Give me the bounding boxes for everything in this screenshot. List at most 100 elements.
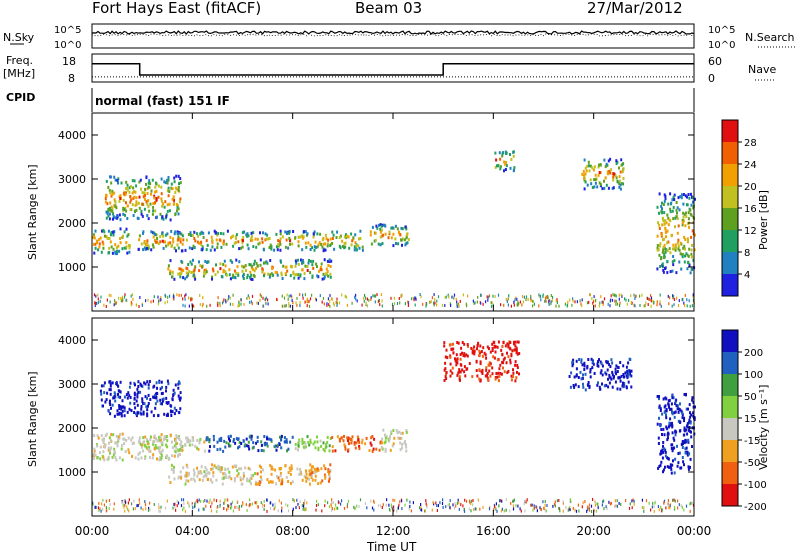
radar-cell [657,442,660,445]
radar-cell [688,299,690,303]
radar-cell [525,295,528,299]
radar-cell [650,296,653,300]
radar-cell [240,298,242,302]
radar-cell [144,382,147,386]
radar-cell [239,478,242,482]
radar-cell [269,464,272,467]
radar-cell [653,509,655,513]
radar-cell [115,441,118,445]
radar-cell [684,293,686,297]
radar-cell [658,227,661,230]
radar-cell [160,185,163,189]
radar-cell [419,293,421,296]
radar-cell [512,154,515,158]
radar-cell [671,396,674,400]
xtick-label: 00:00 [677,524,712,538]
radar-cell [266,261,269,265]
radar-cell [682,202,685,206]
radar-cell [405,431,408,434]
radar-cell [326,302,328,306]
radar-cell [220,467,223,471]
radar-cell [683,301,685,305]
radar-cell [142,248,145,252]
radar-cell [240,467,243,471]
radar-cell [358,444,361,448]
radar-cell [577,376,580,379]
radar-cell [588,169,591,173]
radar-cell [208,449,211,453]
radar-cell [111,403,114,407]
radar-cell [200,499,202,503]
radar-cell [566,303,569,307]
radar-cell [175,187,178,191]
radar-cell [134,456,137,460]
radar-cell [316,467,319,471]
radar-cell [407,300,409,304]
radar-cell [250,474,253,478]
radar-cell [233,479,236,483]
radar-cell [653,505,655,509]
radar-cell [132,297,134,301]
radar-cell [188,304,190,308]
radar-cell [116,252,119,256]
radar-cell [478,377,481,381]
radar-cell [605,505,607,509]
radar-cell [628,357,631,361]
radar-cell [459,357,462,361]
radar-cell [662,470,664,474]
radar-cell [127,448,130,452]
radar-cell [332,301,335,305]
radar-cell [327,264,330,267]
radar-cell [659,424,662,428]
radar-cell [494,151,497,155]
radar-cell [420,508,422,512]
radar-cell [382,428,385,432]
colorbar-swatch [722,484,738,506]
radar-cell [243,303,245,306]
radar-cell [102,456,105,460]
radar-cell [365,301,367,305]
radar-cell [261,240,264,244]
radar-cell [338,301,341,305]
radar-cell [224,498,226,502]
radar-cell [673,303,675,307]
radar-cell [320,467,323,471]
radar-cell [506,300,508,304]
radar-cell [584,372,587,376]
radar-cell [504,168,507,171]
radar-cell [222,472,225,476]
radar-cell [102,498,104,502]
radar-cell [138,436,141,440]
radar-cell [135,196,138,200]
radar-cell [222,232,225,236]
radar-cell [431,508,433,512]
radar-cell [466,354,469,358]
radar-cell [666,241,669,245]
radar-cell [195,232,198,236]
radar-cell [166,439,169,443]
radar-cell [146,214,149,217]
radar-cell [401,507,403,511]
radar-cell [93,251,96,255]
radar-cell [238,507,240,511]
radar-cell [545,509,547,513]
radar-cell [512,499,514,503]
radar-cell [381,437,384,441]
noise-ytick-top-left: 10^5 [54,25,81,36]
radar-cell [152,235,155,239]
radar-cell [104,434,107,438]
radar-cell [139,443,142,446]
radar-cell [259,480,262,484]
radar-cell [371,449,374,453]
radar-cell [683,416,686,420]
radar-cell [246,477,249,481]
radar-cell [178,267,181,271]
radar-cell [262,231,264,235]
radar-cell [301,268,304,272]
radar-cell [281,294,283,298]
radar-cell [194,503,196,507]
radar-cell [336,303,338,307]
radar-cell [153,384,156,388]
radar-cell [173,277,176,281]
radar-cell [173,454,176,458]
